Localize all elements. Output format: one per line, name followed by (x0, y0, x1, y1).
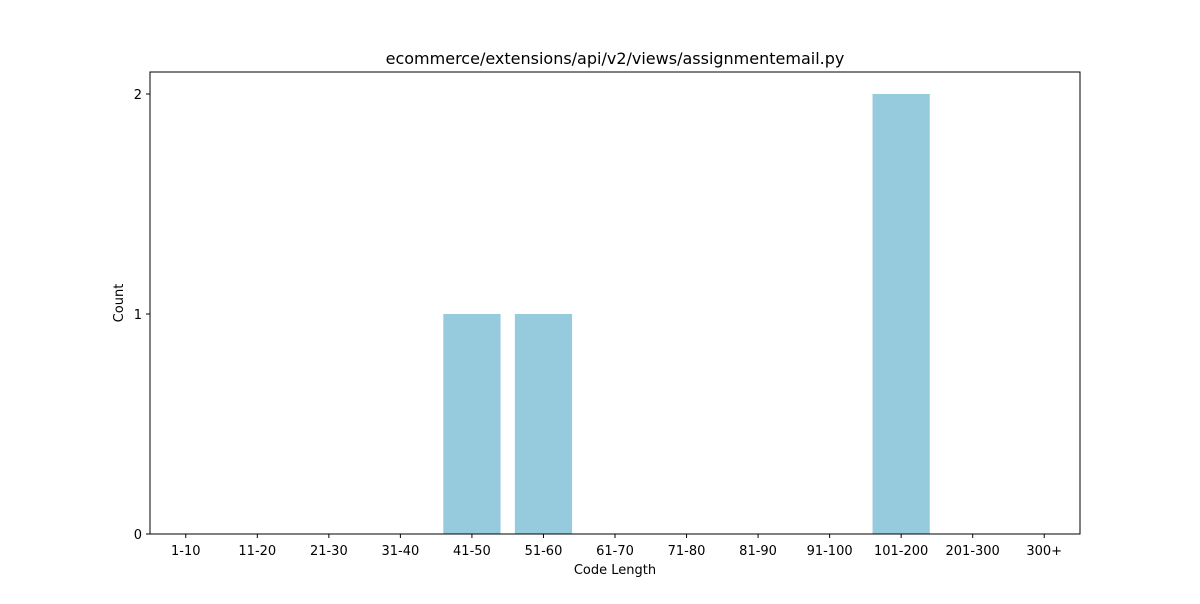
x-tick-label: 71-80 (668, 544, 706, 559)
x-axis-label: Code Length (574, 563, 656, 578)
y-axis-ticks: 0 1 2 (134, 88, 150, 543)
x-tick-label: 300+ (1026, 544, 1062, 559)
x-tick-label: 81-90 (739, 544, 777, 559)
x-tick-label: 61-70 (596, 544, 634, 559)
x-axis-ticks: 1-10 11-20 21-30 31-40 41-50 51-60 61-70 71-80 8… (171, 534, 1062, 559)
x-tick-label: 11-20 (238, 544, 276, 559)
x-tick-label: 21-30 (310, 544, 348, 559)
plot-area-frame (149, 71, 1081, 535)
x-tick-label: 201-300 (946, 544, 1000, 559)
x-tick-label: 41-50 (453, 544, 491, 559)
bar-51-60 (514, 314, 573, 534)
y-tick-label: 2 (134, 88, 142, 103)
x-tick-label: 101-200 (874, 544, 928, 559)
bar-41-50 (443, 314, 501, 534)
y-tick-label: 1 (134, 308, 142, 323)
bar-101-200 (872, 94, 930, 534)
y-tick-label: 0 (134, 528, 142, 543)
bars-group (443, 94, 930, 534)
chart-title: ecommerce/extensions/api/v2/views/assign… (386, 49, 845, 68)
x-tick-label: 1-10 (171, 544, 201, 559)
y-axis-label: Count (112, 284, 127, 323)
x-tick-label: 91-100 (807, 544, 853, 559)
x-tick-label: 31-40 (381, 544, 419, 559)
x-tick-label: 51-60 (525, 544, 563, 559)
